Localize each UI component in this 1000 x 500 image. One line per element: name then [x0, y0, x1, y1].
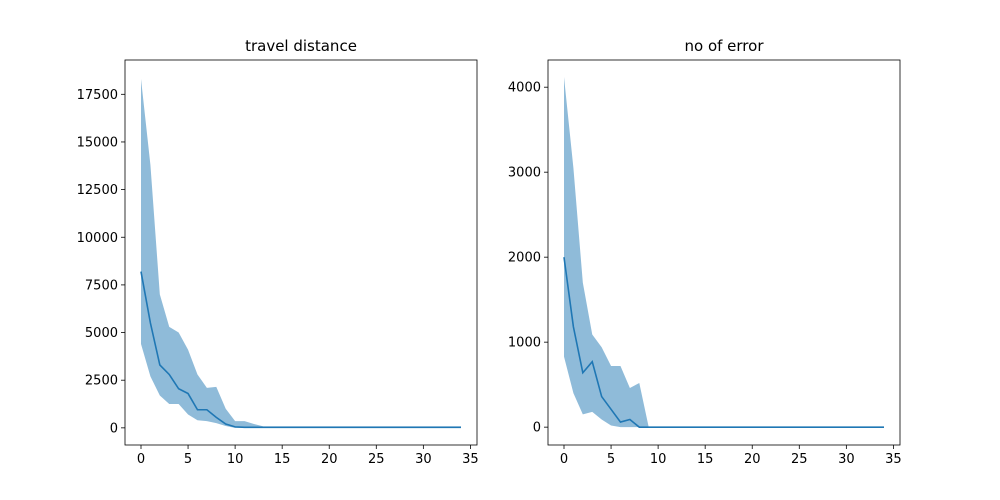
no-of-error-title: no of error [685, 37, 765, 55]
no-of-error-y-tick-label: 4000 [508, 81, 541, 96]
no-of-error-x-tick-label: 0 [560, 452, 568, 467]
travel-distance-x-tick-label: 5 [184, 452, 192, 467]
no-of-error-confidence-band [564, 77, 884, 428]
no-of-error-x-tick-label: 10 [650, 452, 667, 467]
travel-distance-y-tick-label: 0 [110, 421, 118, 436]
travel-distance-confidence-band [141, 79, 461, 428]
no-of-error-axes-frame [547, 59, 901, 446]
no-of-error-mean-line [563, 257, 884, 428]
travel-distance-axes-frame [124, 59, 478, 446]
travel-distance-y-tick-label: 12500 [77, 183, 118, 198]
travel-distance-y-tick-label: 7500 [85, 278, 118, 293]
travel-distance-title: travel distance [245, 37, 357, 55]
no-of-error-x-tick-label: 15 [697, 452, 714, 467]
travel-distance-y-tick-label: 5000 [85, 326, 118, 341]
travel-distance-x-tick-label: 25 [368, 452, 385, 467]
no-of-error-y-tick-label: 0 [533, 421, 541, 436]
no-of-error-chart: 0 5 10 15 20 25 30 35 0 1000 2000 3000 4000 no of e… [508, 37, 902, 467]
travel-distance-y-axis: 0 2500 5000 7500 10000 12500 15000 17500 [77, 88, 125, 436]
travel-distance-x-tick-label: 0 [137, 452, 145, 467]
no-of-error-y-axis: 0 1000 2000 3000 4000 [508, 81, 548, 436]
travel-distance-y-tick-label: 15000 [77, 135, 118, 150]
no-of-error-x-tick-label: 30 [838, 452, 855, 467]
travel-distance-y-tick-label: 2500 [85, 374, 118, 389]
no-of-error-x-tick-label: 25 [791, 452, 808, 467]
travel-distance-mean-line [140, 271, 461, 429]
no-of-error-x-tick-label: 5 [607, 452, 615, 467]
travel-distance-y-tick-label: 17500 [77, 88, 118, 103]
travel-distance-x-tick-label: 35 [462, 452, 479, 467]
no-of-error-y-tick-label: 1000 [508, 336, 541, 351]
travel-distance-x-tick-label: 30 [415, 452, 432, 467]
travel-distance-x-axis: 0 5 10 15 20 25 30 35 [137, 445, 479, 467]
travel-distance-y-tick-label: 10000 [77, 231, 118, 246]
travel-distance-chart: 0 5 10 15 20 25 30 35 0 2500 5000 7500 10000 12500 15… [77, 37, 479, 467]
travel-distance-x-tick-label: 10 [227, 452, 244, 467]
travel-distance-x-tick-label: 15 [274, 452, 291, 467]
no-of-error-x-axis: 0 5 10 15 20 25 30 35 [560, 445, 902, 467]
travel-distance-x-tick-label: 20 [321, 452, 338, 467]
no-of-error-y-tick-label: 2000 [508, 251, 541, 266]
no-of-error-x-tick-label: 20 [744, 452, 761, 467]
no-of-error-y-tick-label: 3000 [508, 166, 541, 181]
no-of-error-x-tick-label: 35 [885, 452, 902, 467]
